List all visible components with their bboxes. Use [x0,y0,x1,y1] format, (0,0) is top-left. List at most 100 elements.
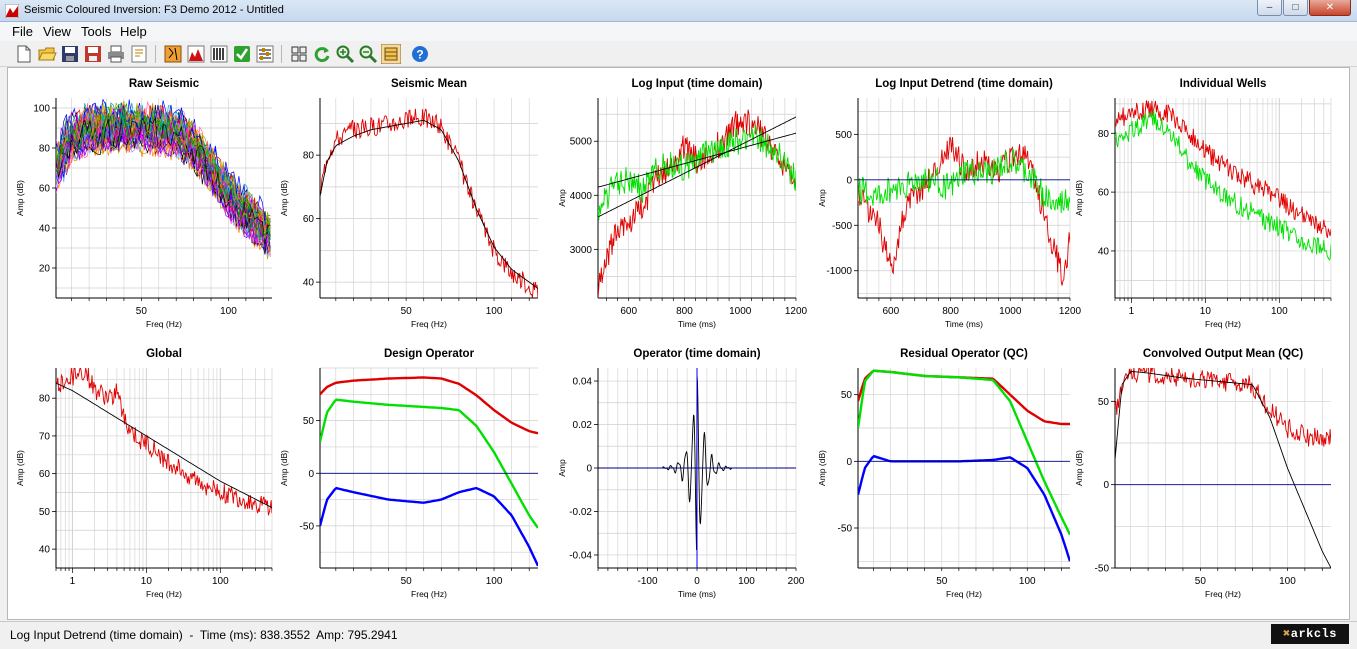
menu-tools[interactable]: Tools [81,24,112,39]
y-tick-label: 40 [39,545,51,556]
y-tick-label: 40 [1098,246,1110,257]
y-tick-label: 500 [835,130,852,141]
well-tool-icon[interactable] [163,44,183,64]
y-tick-label: 0 [846,457,852,468]
x-tick-label: 10 [1200,306,1212,317]
series-traces [56,112,271,252]
properties-icon[interactable] [129,44,149,64]
series-output [1115,368,1331,447]
y-tick-label: 50 [1098,397,1110,408]
y-tick-label: 0 [308,469,314,480]
y-axis-label: Amp (dB) [279,450,289,486]
sliders-tool-icon[interactable] [255,44,275,64]
y-tick-label: 60 [303,214,315,225]
series-residual [858,454,1070,562]
status-text: Log Input Detrend (time domain) - Time (… [10,628,398,642]
x-axis-label: Time (ms) [678,319,716,329]
chart-2: 50 100 40 60 80 Seismic Mean Freq (Hz) Amp (dB) [279,78,538,329]
maximize-button[interactable]: □ [1283,0,1308,16]
y-tick-label: 70 [39,431,51,442]
menu-view[interactable]: View [43,24,71,39]
x-tick-label: 50 [136,306,148,317]
new-file-icon[interactable] [14,44,34,64]
y-axis-label: Amp (dB) [15,180,25,216]
x-tick-label: 50 [401,306,413,317]
x-axis-label: Freq (Hz) [411,589,447,599]
x-axis-label: Freq (Hz) [411,319,447,329]
grid-view-icon[interactable] [289,44,309,64]
x-axis-label: Freq (Hz) [146,319,182,329]
chart-title: Residual Operator (QC) [900,348,1028,360]
chart-3: 600 800 1000 1200 3000 4000 5000 Log Input (tim… [557,78,808,329]
x-tick-label: 50 [936,576,948,587]
columns-tool-icon[interactable] [209,44,229,64]
chart-title: Raw Seismic [129,78,200,90]
y-tick-label: 0 [846,175,852,186]
print-icon[interactable] [106,44,126,64]
check-tool-icon[interactable] [232,44,252,64]
x-tick-label: 100 [1279,576,1296,587]
y-tick-label: 40 [303,278,315,289]
series-target [1115,370,1331,568]
x-tick-label: 100 [212,576,229,587]
y-tick-label: 50 [841,390,853,401]
y-tick-label: 4000 [570,191,593,202]
series-trend-1 [598,132,796,188]
series-trend-2 [598,116,796,218]
toolbar-separator [155,45,156,63]
chart-7: 50 100 -50 0 50 Design Operator Freq (Hz) Amp (… [279,348,538,599]
y-tick-label: 60 [1098,188,1110,199]
menu-bar: File View Tools Help [0,22,1357,41]
x-tick-label: 100 [1271,306,1288,317]
series-global [56,368,272,516]
y-tick-label: 60 [39,184,51,195]
chart-title: Convolved Output Mean (QC) [1143,348,1304,360]
x-tick-label: 100 [1019,576,1036,587]
refresh-icon[interactable] [312,44,332,64]
close-button[interactable]: ✕ [1309,0,1351,16]
x-tick-label: 1200 [785,306,808,317]
y-tick-label: -50 [1095,564,1110,575]
series-well-1 [598,109,796,298]
y-tick-label: -1000 [826,266,852,277]
y-tick-label: 20 [39,264,51,275]
y-tick-label: 60 [39,469,51,480]
zoom-out-icon[interactable] [358,44,378,64]
seismic-tool-icon[interactable] [186,44,206,64]
y-tick-label: 0 [586,464,592,475]
series-traces [56,126,271,251]
save-as-icon[interactable] [83,44,103,64]
save-icon[interactable] [60,44,80,64]
y-axis-label: Amp [557,459,567,477]
chart-1: 50 100 20 40 60 80 100 Raw Seismic Freq (Hz) Amp … [15,78,272,329]
series-seismic [320,376,538,435]
x-tick-label: 600 [620,306,637,317]
y-tick-label: 50 [39,507,51,518]
x-tick-label: 600 [883,306,900,317]
y-axis-label: Amp [817,189,827,207]
help-icon[interactable]: ? [410,44,430,64]
minimize-button[interactable]: – [1257,0,1282,16]
x-axis-label: Freq (Hz) [1205,589,1241,599]
toolbar-separator [281,45,282,63]
chart-title: Operator (time domain) [633,348,760,360]
series-well-1 [858,136,1070,286]
x-tick-label: 200 [788,576,805,587]
open-folder-icon[interactable] [37,44,57,64]
x-tick-label: 10 [141,576,153,587]
layout-view-icon[interactable] [381,44,401,64]
y-axis-label: Amp (dB) [1074,450,1084,486]
x-tick-label: 100 [486,306,503,317]
series-fit [320,119,538,289]
x-tick-label: 1000 [999,306,1022,317]
y-tick-label: 50 [303,416,315,427]
y-tick-label: 40 [39,224,51,235]
x-tick-label: 1200 [1059,306,1082,317]
y-tick-label: 80 [303,151,315,162]
zoom-in-icon[interactable] [335,44,355,64]
x-tick-label: 100 [486,576,503,587]
status-bar: Log Input Detrend (time domain) - Time (… [0,621,1357,649]
menu-help[interactable]: Help [120,24,147,39]
menu-file[interactable]: File [12,24,33,39]
